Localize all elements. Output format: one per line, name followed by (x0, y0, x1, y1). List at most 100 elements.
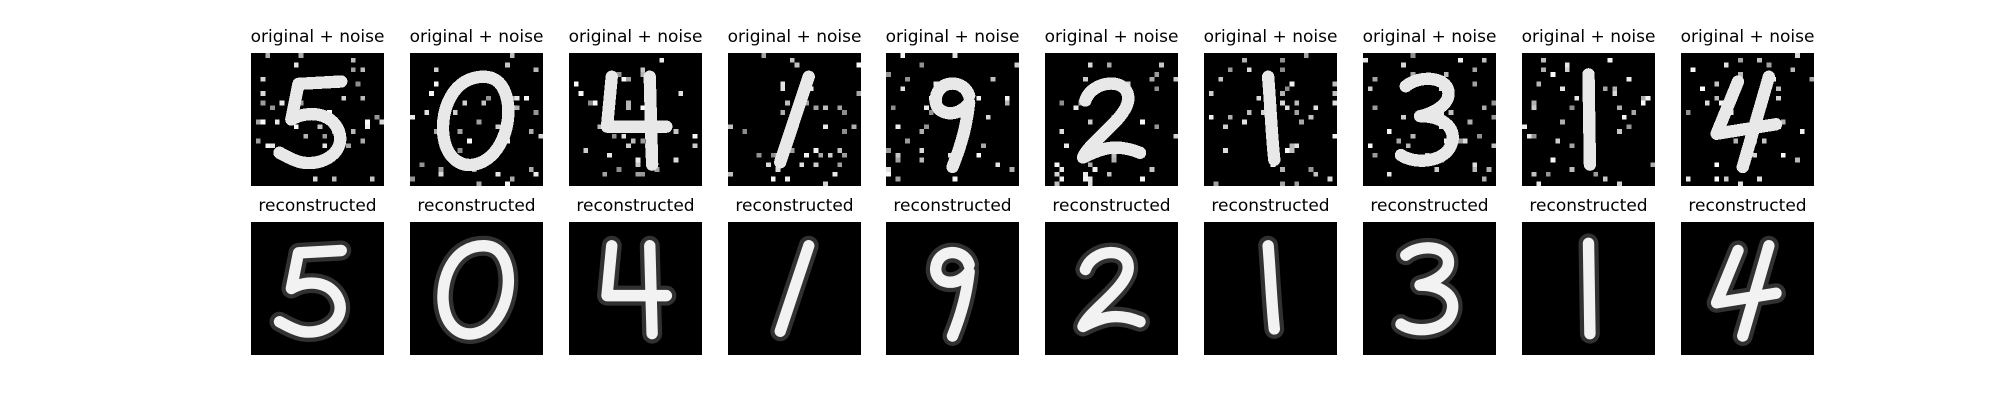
noise-pixel (976, 95, 981, 101)
noise-pixel (1004, 100, 1010, 106)
noise-pixel (1685, 176, 1691, 182)
noise-pixel (856, 91, 861, 96)
noise-pixel (433, 129, 439, 134)
noise-pixel (928, 110, 934, 115)
noisy-digit-image (728, 53, 861, 186)
noisy-digit-image (410, 53, 543, 186)
noise-pixel (785, 176, 790, 182)
noise-pixel (1261, 110, 1266, 115)
noise-pixel (1313, 171, 1318, 177)
noise-pixel (1526, 133, 1532, 139)
noise-pixel (1410, 72, 1416, 77)
noise-pixel (1405, 143, 1411, 148)
noise-pixel (1569, 143, 1575, 148)
noise-pixel (1083, 176, 1088, 182)
noise-pixel (678, 91, 683, 96)
noise-pixel (626, 105, 631, 110)
noise-pixel (990, 76, 996, 82)
noise-pixel (1522, 124, 1527, 129)
noise-pixel (1545, 171, 1551, 177)
digit-1-glyph (770, 235, 819, 342)
noisy-panel-title: original + noise (1203, 27, 1338, 47)
noise-pixel (919, 148, 924, 153)
noise-pixel (1372, 152, 1378, 158)
noise-pixel (1289, 148, 1295, 153)
noise-pixel (813, 162, 819, 167)
noise-pixel (780, 81, 785, 87)
noise-pixel (1536, 81, 1541, 87)
noisy-panel-title: original + noise (1680, 27, 1815, 47)
reconstructed-digit-image (410, 222, 543, 355)
noise-pixel (360, 67, 365, 72)
noise-pixel (1650, 162, 1655, 167)
noise-pixel (360, 95, 365, 101)
noise-pixel (509, 176, 515, 182)
noise-pixel (1294, 100, 1299, 106)
noise-pixel (1723, 176, 1729, 182)
noise-pixel (626, 100, 631, 106)
noise-pixel (1246, 110, 1252, 115)
digit-1-glyph (1208, 53, 1337, 186)
noise-pixel (1617, 129, 1622, 134)
noisy-digit-image (1045, 53, 1178, 186)
noise-pixel (1631, 110, 1636, 115)
reconstructed-panel-title: reconstructed (893, 196, 1012, 216)
noise-pixel (1458, 138, 1463, 144)
noisy-panel-title: original + noise (727, 27, 862, 47)
digit-stroke (1710, 70, 1783, 174)
noise-pixel (886, 167, 891, 172)
noise-pixel (837, 148, 842, 153)
digit-4-glyph (1685, 53, 1814, 186)
reconstructed-panel-title: reconstructed (1370, 196, 1489, 216)
noise-pixel (1443, 72, 1449, 77)
noise-pixel (1367, 143, 1373, 148)
noise-pixel (789, 57, 795, 63)
noise-pixel (505, 181, 510, 186)
noise-pixel (1550, 157, 1556, 163)
digit-2-glyph (1054, 62, 1178, 186)
noise-pixel (1626, 124, 1632, 129)
noise-pixel (524, 95, 529, 101)
digit-stroke (273, 75, 348, 170)
noise-pixel (832, 171, 838, 177)
noise-pixel (1154, 86, 1159, 91)
noise-pixel (1308, 114, 1314, 120)
noise-pixel (1472, 67, 1477, 72)
noise-pixel (813, 148, 819, 153)
noise-pixel (369, 176, 375, 182)
noise-pixel (1280, 57, 1285, 63)
noise-pixel (1159, 62, 1164, 68)
noise-pixel (775, 167, 781, 172)
noise-pixel (607, 152, 612, 158)
noise-pixel (886, 171, 891, 177)
noise-pixel (260, 119, 266, 125)
noise-pixel (1327, 176, 1333, 182)
digit-stroke (437, 240, 515, 340)
noise-pixel (509, 53, 515, 58)
digit-5-glyph (255, 53, 384, 182)
digit-stroke (1076, 77, 1147, 164)
digit-stroke (1077, 246, 1146, 333)
noise-pixel (1173, 133, 1178, 139)
noise-pixel (1481, 176, 1487, 182)
noise-pixel (1054, 162, 1060, 167)
reconstructed-panel-title: reconstructed (1688, 196, 1807, 216)
digit-stroke (774, 70, 815, 169)
noise-pixel (900, 53, 905, 58)
noise-pixel (1059, 129, 1064, 134)
digit-stroke (1710, 240, 1782, 342)
noise-pixel (895, 176, 901, 182)
noise-pixel (886, 72, 891, 77)
noise-pixel (317, 124, 323, 129)
noisy-panel-title: original + noise (1521, 27, 1656, 47)
noise-pixel (1738, 72, 1743, 77)
noise-pixel (895, 152, 901, 158)
noise-pixel (756, 152, 762, 158)
noise-pixel (1280, 100, 1285, 106)
noise-pixel (1491, 114, 1496, 120)
noise-pixel (322, 133, 327, 139)
digit-stroke (273, 244, 347, 338)
noise-pixel (1284, 86, 1290, 91)
noise-pixel (1757, 176, 1762, 182)
noise-pixel (640, 72, 645, 77)
